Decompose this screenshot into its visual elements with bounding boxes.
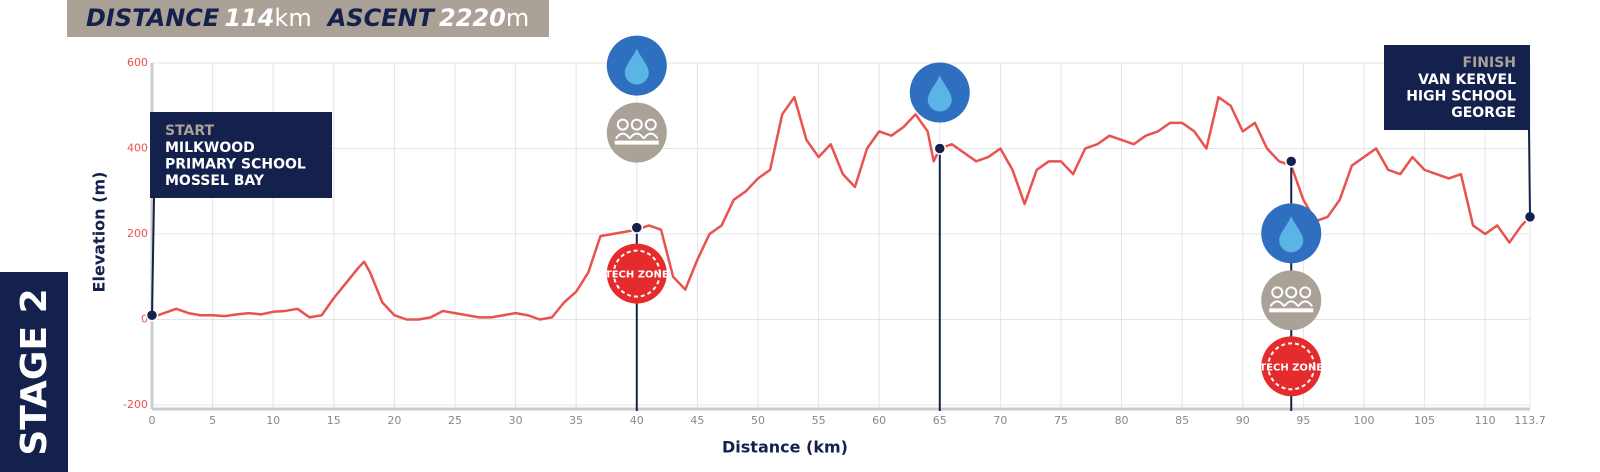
finish-line: HIGH SCHOOL (1406, 89, 1516, 105)
finish-title: FINISH (1463, 55, 1517, 71)
x-tick-label: 90 (1236, 414, 1250, 427)
x-tick-label: 30 (509, 414, 523, 427)
x-tick-label: 55 (812, 414, 826, 427)
start-line: MOSSEL BAY (165, 173, 265, 189)
waypoint-dot (630, 221, 644, 234)
x-tick-label: 50 (751, 414, 765, 427)
x-tick-label: 35 (569, 414, 583, 427)
person-body (628, 132, 645, 140)
water-drop (927, 75, 952, 112)
table (1269, 308, 1314, 313)
person-head (1285, 286, 1298, 299)
person-body (1283, 300, 1300, 307)
person-head (630, 118, 643, 131)
water-drop (1279, 216, 1304, 253)
x-axis-label: Distance (km) (722, 438, 848, 457)
x-tick-label: 85 (1175, 414, 1189, 427)
x-tick-label: 0 (149, 414, 156, 427)
y-axis-label: Elevation (m) (90, 172, 109, 293)
start-line: PRIMARY SCHOOL (165, 157, 306, 173)
x-tick-label: 110 (1475, 414, 1496, 427)
start-line: MILKWOOD (165, 140, 255, 156)
x-tick-label: 60 (872, 414, 886, 427)
person-body (1269, 300, 1286, 307)
start-box (150, 112, 332, 198)
x-tick-label: 65 (933, 414, 947, 427)
waypoint-dot (1284, 155, 1298, 168)
x-tick-label: 80 (1115, 414, 1129, 427)
tech-ring (612, 249, 661, 298)
y-tick-label: 200 (127, 227, 148, 240)
stat-label: ASCENT (326, 4, 436, 32)
x-tick-label: 40 (630, 414, 644, 427)
finish-pointer (1528, 129, 1531, 217)
x-tick-label: 100 (1353, 414, 1374, 427)
x-tick-label: 70 (993, 414, 1007, 427)
person-head (1271, 286, 1284, 299)
stat-label: DISTANCE (86, 4, 220, 32)
start-title: START (165, 123, 215, 139)
plot (151, 95, 1531, 321)
tech-icon (606, 243, 667, 304)
stats-banner (67, 0, 549, 37)
person-body (642, 132, 659, 140)
x-tick-label: 45 (690, 414, 704, 427)
stats: DISTANCE 114km ASCENT 2220m (86, 4, 529, 32)
finish-line: GEORGE (1451, 105, 1516, 121)
x-tick-label: 25 (448, 414, 462, 427)
stage-label: STAGE 2 (14, 288, 55, 455)
x-tick-label: 10 (266, 414, 280, 427)
stat-value: 114 (224, 4, 274, 32)
start-pointer (151, 197, 155, 316)
x-tick-label: 20 (387, 414, 401, 427)
x-tick-label: 75 (1054, 414, 1068, 427)
tech-icon (1261, 336, 1322, 397)
x-tick-label: 105 (1414, 414, 1435, 427)
x-tick-label: 95 (1296, 414, 1310, 427)
person-body (614, 132, 631, 140)
y-tick-label: 400 (127, 142, 148, 155)
y-tick-label: 0 (141, 313, 148, 326)
person-body (1297, 300, 1314, 307)
x-tick-label: 5 (209, 414, 216, 427)
table (614, 140, 659, 145)
x-tick-label: 15 (327, 414, 341, 427)
stat-unit: km (274, 4, 311, 32)
stat-unit: m (506, 4, 529, 32)
stat-value: 2220 (439, 4, 506, 32)
y-tick-label: -200 (123, 398, 148, 411)
person-head (644, 118, 657, 131)
finish-line: VAN KERVEL (1418, 72, 1516, 88)
person-head (1299, 286, 1312, 299)
x-tick-label: 113.7 (1514, 414, 1546, 427)
tech-zone-label: TECH ZONE (605, 270, 669, 281)
waypoint-dot (933, 142, 947, 155)
y-tick-label: 600 (127, 56, 148, 69)
tech-ring (1267, 342, 1316, 391)
stage-banner (0, 272, 68, 472)
tech-zone-label: TECH ZONE (1259, 362, 1323, 373)
elevation-line (151, 95, 1531, 321)
water-drop (624, 48, 649, 85)
person-head (616, 118, 629, 131)
finish-box (1384, 45, 1530, 130)
